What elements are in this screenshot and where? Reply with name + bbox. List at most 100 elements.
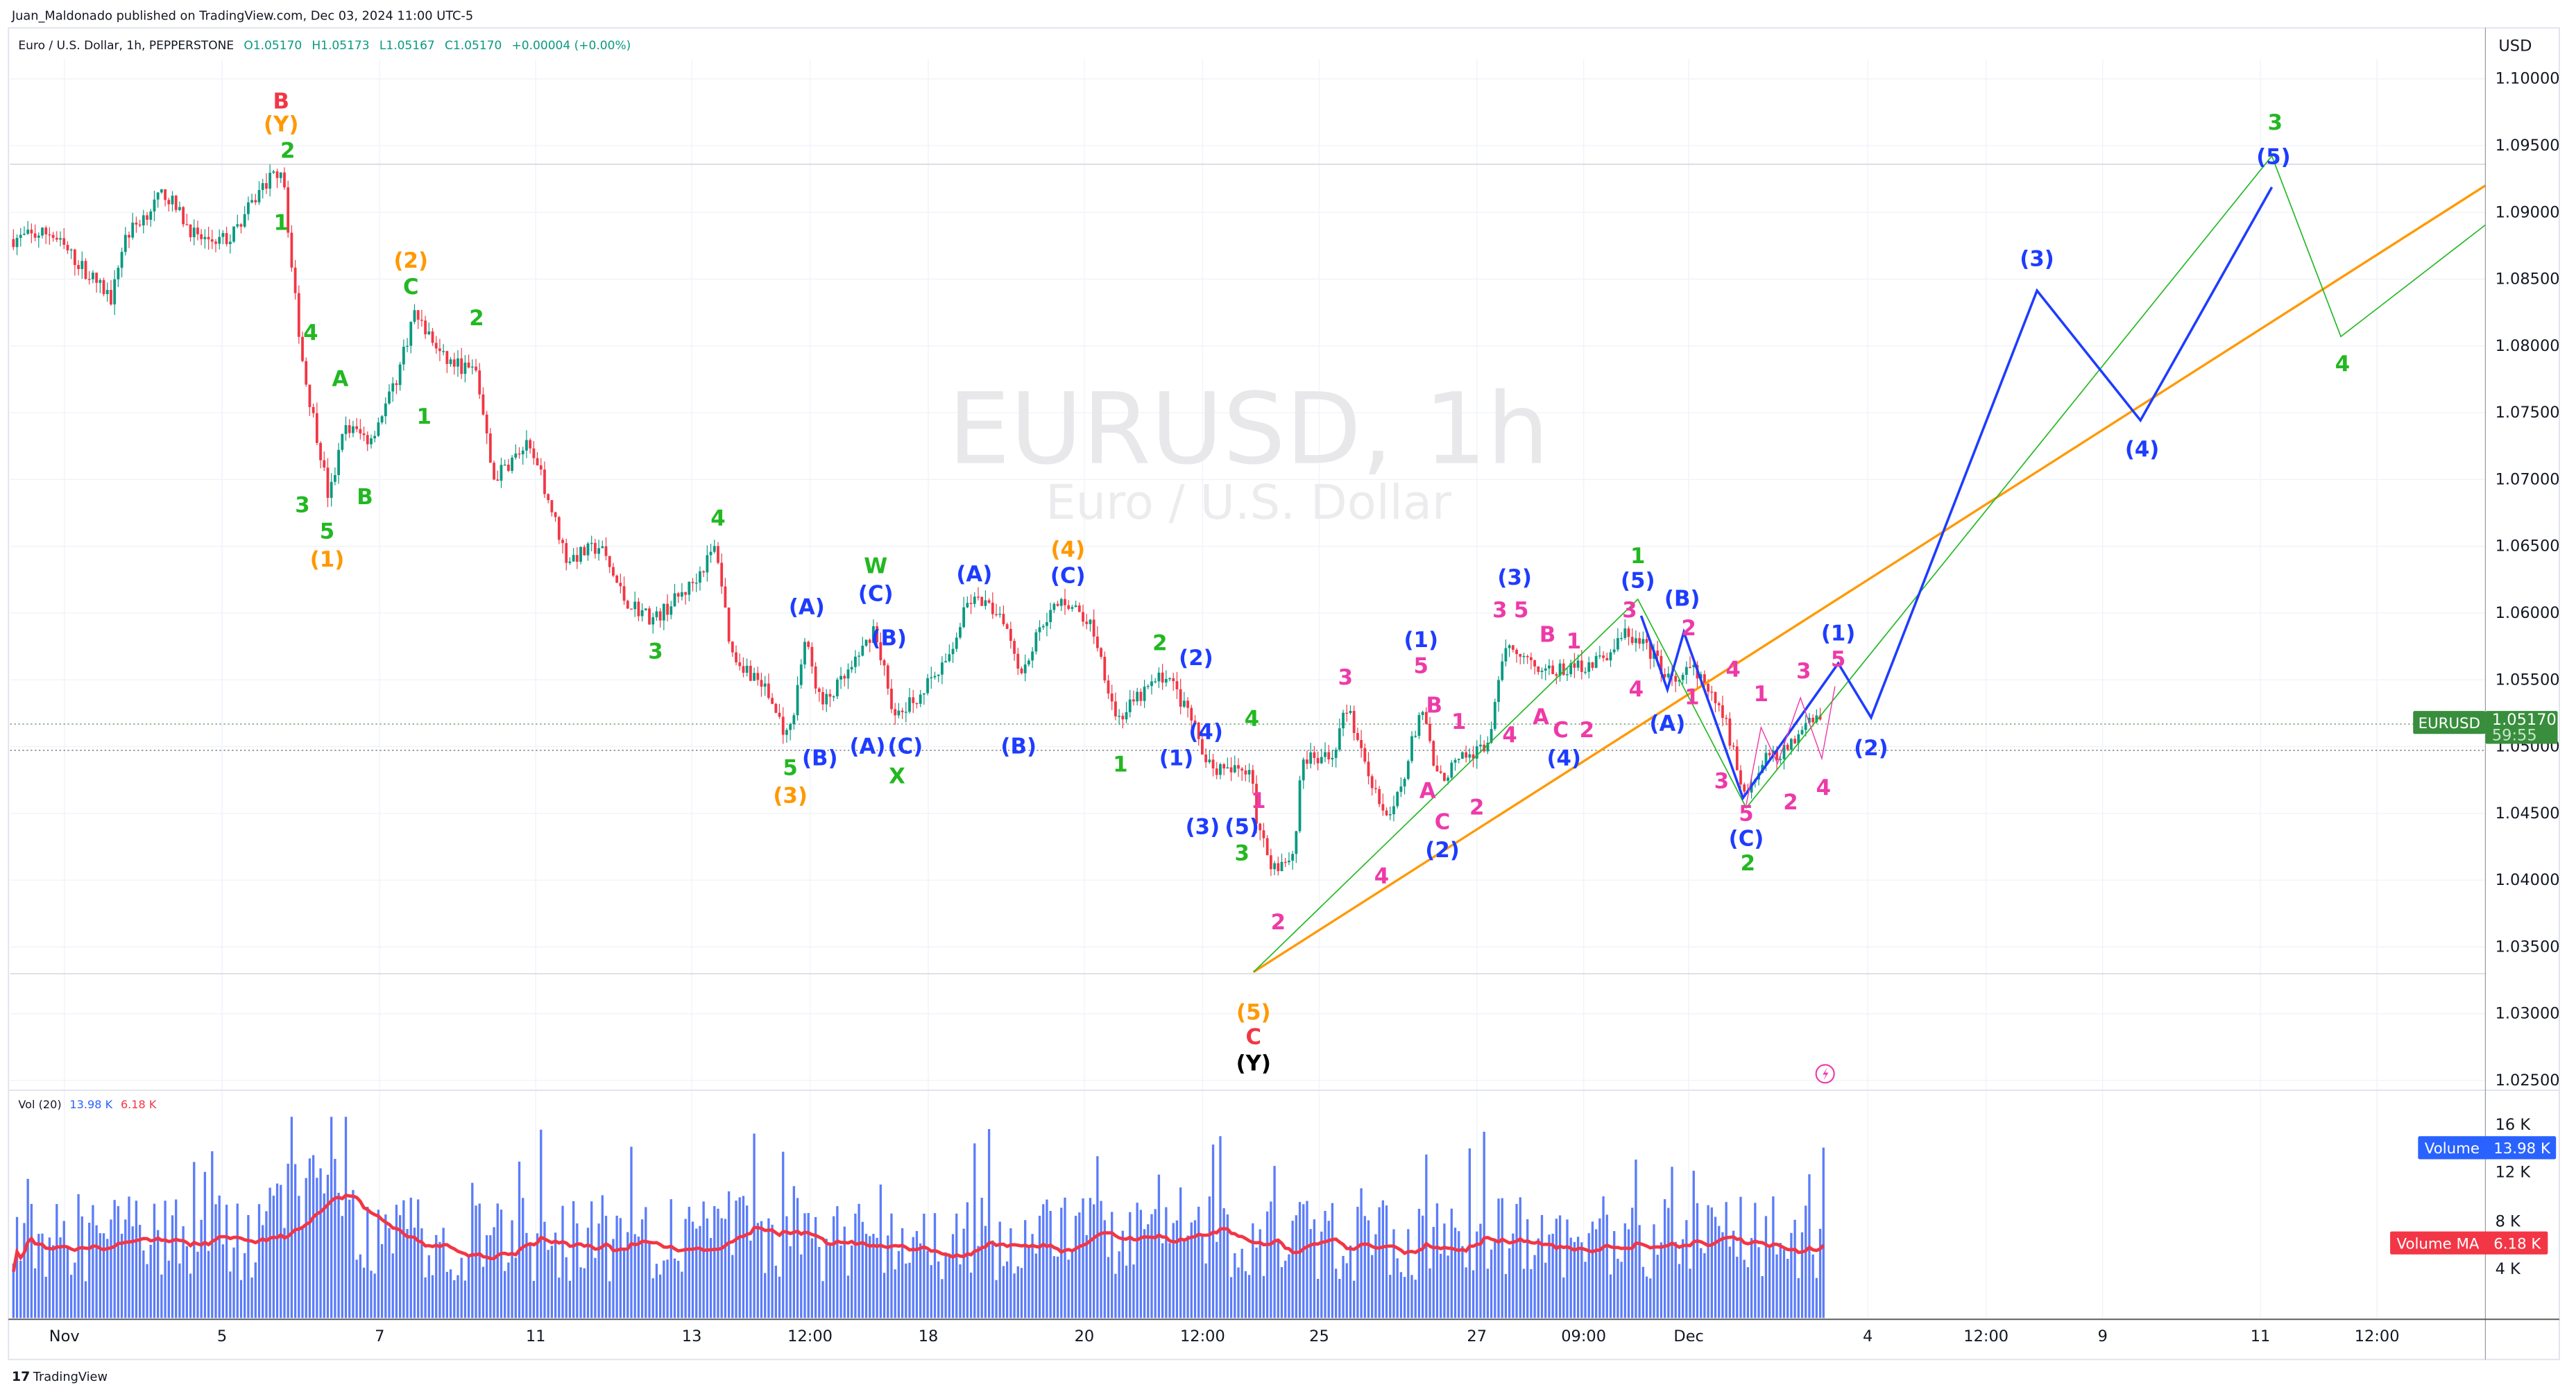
wave-label[interactable]: 1 [274,210,289,235]
wave-label[interactable]: (A) [849,734,885,759]
wave-label[interactable]: 4 [1502,723,1517,748]
wave-label[interactable]: 3 [1796,659,1811,684]
wave-label[interactable]: (3) [1497,565,1532,590]
volume-legend[interactable]: Vol (20) 13.98 K 6.18 K [18,1098,156,1111]
wave-label[interactable]: B [273,89,289,114]
wave-label[interactable]: (1) [1159,746,1194,771]
wave-label[interactable]: (1) [1404,628,1439,653]
wave-label[interactable]: 5 [1414,654,1428,679]
wave-label[interactable]: 2 [469,306,484,331]
wave-label[interactable]: 3 [1338,665,1353,690]
wave-label[interactable]: 4 [2335,352,2350,377]
wave-label[interactable]: A [332,366,349,391]
wave-label[interactable]: 2 [1469,795,1484,820]
wave-label[interactable]: (3) [2020,247,2054,272]
wave-label[interactable]: (3) [773,784,808,809]
wave-label[interactable]: (B) [1000,734,1037,759]
wave-label[interactable]: 2 [1741,851,1755,876]
tradingview-logo[interactable]: 17 TradingView [12,1369,108,1384]
wave-label[interactable]: C [1553,718,1569,743]
wave-label[interactable]: B [1539,623,1555,648]
symbol-legend[interactable]: Euro / U.S. Dollar, 1h, PEPPERSTONE O1.05… [18,39,631,53]
wave-label[interactable]: (B) [1664,587,1700,612]
wave-label[interactable]: 3 [648,639,663,664]
wave-label[interactable]: 1 [416,404,431,429]
wave-label[interactable]: 2 [1681,616,1696,641]
wave-label[interactable]: 5 [1514,598,1528,623]
wave-path-green[interactable] [1253,155,2486,973]
wave-label[interactable]: 4 [303,320,318,345]
wave-label[interactable]: (5) [1236,1000,1271,1025]
wave-label[interactable]: 2 [1152,631,1167,656]
wave-label[interactable]: (A) [1649,712,1685,737]
wave-label[interactable]: 1 [1630,544,1645,569]
wave-label[interactable]: (3) [1186,815,1220,840]
wave-label[interactable]: (Y) [264,112,298,137]
drawings-layer[interactable] [1252,155,2487,973]
wave-label[interactable]: 3 [1622,598,1637,623]
wave-label[interactable]: C [1245,1025,1261,1050]
wave-label[interactable]: 2 [1271,910,1286,935]
wave-label[interactable]: 4 [1725,657,1740,682]
alert-lightning-icon[interactable] [1815,1064,1835,1084]
wave-label[interactable]: (1) [1821,621,1856,646]
trendline-orange[interactable] [1252,184,2487,973]
wave-label[interactable]: 3 [1492,598,1507,623]
time-axis[interactable]: Nov 5 7 11 13 12:00 18 20 12:00 25 27 09:00 Dec 4 12:0… [49,1327,2400,1345]
wave-label[interactable]: 1 [1684,685,1699,710]
wave-label[interactable]: 1 [1451,709,1466,734]
wave-label[interactable]: B [1426,693,1442,718]
wave-label[interactable]: (4) [2125,437,2160,462]
wave-label[interactable]: 5 [783,755,797,780]
wave-path-blue[interactable] [1639,187,2274,801]
wave-label[interactable]: 4 [1374,864,1389,889]
wave-label[interactable]: (C) [858,582,894,607]
wave-label[interactable]: (2) [393,248,428,273]
wave-label[interactable]: (4) [1050,537,1085,562]
wave-label[interactable]: 3 [1714,768,1729,793]
wave-label[interactable]: 1 [1754,682,1768,707]
wave-label[interactable]: (C) [1050,563,1086,588]
wave-path-magenta[interactable] [1746,686,1836,805]
wave-label[interactable]: (2) [1854,736,1888,761]
wave-label[interactable]: (A) [956,562,992,587]
wave-label[interactable]: X [889,764,905,789]
wave-label[interactable]: 3 [2268,110,2283,135]
wave-label[interactable]: 2 [1580,718,1594,743]
wave-label[interactable]: A [1533,705,1549,730]
wave-label[interactable]: (Y) [1236,1051,1271,1076]
wave-label[interactable]: W [864,553,887,578]
wave-label[interactable]: 2 [1783,790,1798,815]
wave-label[interactable]: 4 [710,506,725,531]
wave-label[interactable]: (B) [802,746,838,771]
wave-label[interactable]: C [403,275,419,300]
wave-label[interactable]: A [1419,779,1436,804]
wave-label[interactable]: (4) [1188,719,1223,744]
wave-label[interactable]: 5 [1831,647,1845,672]
wave-label[interactable]: (4) [1546,746,1581,771]
wave-label[interactable]: 4 [1245,706,1259,731]
volume-axis[interactable]: 16 K 12 K 8 K 4 K [2496,1116,2532,1278]
wave-label[interactable]: 4 [1629,677,1644,702]
price-axis[interactable]: 1.10000 1.09500 1.09000 1.08500 1.08000 1.075… [2496,70,2560,1090]
wave-label[interactable]: 2 [280,138,295,163]
wave-label[interactable]: 3 [1234,841,1249,866]
wave-label[interactable]: 1 [1251,789,1265,814]
wave-label[interactable]: (B) [871,626,907,651]
wave-label[interactable]: (5) [2256,145,2291,170]
wave-label[interactable]: 3 [295,493,309,518]
wave-label[interactable]: (5) [1621,569,1655,594]
wave-label[interactable]: (2) [1425,838,1460,863]
wave-label[interactable]: (5) [1225,815,1259,840]
wave-label[interactable]: 1 [1567,629,1581,654]
wave-label[interactable]: B [357,485,373,510]
wave-label[interactable]: 5 [1739,802,1753,827]
wave-label[interactable]: 4 [1816,775,1831,800]
wave-label[interactable]: 1 [1113,752,1127,777]
symbol-description[interactable]: Euro / U.S. Dollar, 1h, PEPPERSTONE [18,39,234,53]
wave-label[interactable]: C [1435,810,1451,835]
wave-label[interactable]: (A) [789,594,825,619]
wave-label[interactable]: (C) [1729,826,1764,851]
